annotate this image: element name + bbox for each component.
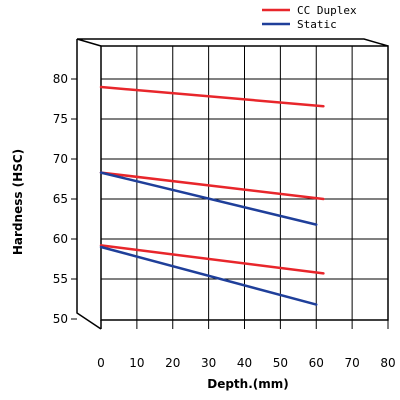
legend-label: Static: [297, 18, 337, 31]
x-tick-label: 80: [380, 356, 395, 370]
y-tick-label: 55: [53, 272, 68, 286]
y-axis-title: Hardness (HSC): [11, 149, 25, 255]
x-tick-label: 0: [97, 356, 105, 370]
x-tick-label: 60: [309, 356, 324, 370]
series-line-static: [99, 245, 318, 306]
series-line-cc-duplex: [99, 85, 325, 108]
series-line-static: [99, 171, 318, 226]
y-tick-label: 70: [53, 152, 68, 166]
series-line-cc-duplex: [99, 171, 325, 201]
series-layer: [99, 85, 325, 306]
x-axis-title: Depth.(mm): [207, 377, 289, 391]
tick-layer: 0 10 20 30 40 50 60 70 80 50 55 60 65 70 75 80: [53, 72, 396, 370]
x-tick-label: 40: [237, 356, 252, 370]
x-tick-label: 10: [129, 356, 144, 370]
x-tick-label: 30: [201, 356, 216, 370]
legend-label: CC Duplex: [297, 4, 357, 17]
y-tick-label: 65: [53, 192, 68, 206]
x-tick-label: 50: [273, 356, 288, 370]
x-tick-label: 70: [344, 356, 359, 370]
y-tick-label: 75: [53, 112, 68, 126]
y-tick-label: 50: [53, 312, 68, 326]
series-line-cc-duplex: [99, 244, 325, 275]
x-tick-label: 20: [165, 356, 180, 370]
grid-layer: [101, 46, 388, 320]
frame-top-edge: [76, 38, 389, 47]
y-tick-label: 80: [53, 72, 68, 86]
frame-left-edge: [76, 39, 102, 330]
y-tick-label: 60: [53, 232, 68, 246]
box-frame: [76, 38, 389, 330]
